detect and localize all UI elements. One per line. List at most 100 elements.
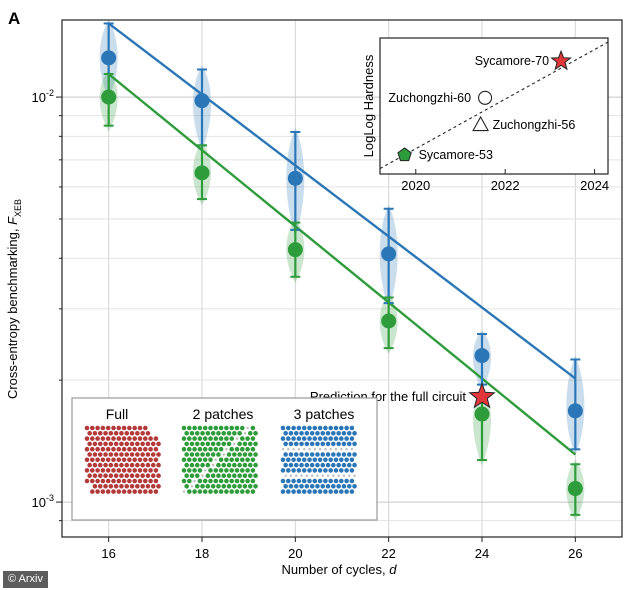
- lattice-qubit: [237, 473, 242, 479]
- lattice-qubit: [202, 425, 208, 431]
- inset-marker-zuchongzhi-56: [472, 115, 490, 132]
- lattice-qubit: [325, 484, 331, 489]
- lattice-qubit: [148, 489, 153, 494]
- lattice-qubit: [221, 441, 227, 447]
- lattice-qubit: [153, 436, 159, 441]
- lattice-qubit: [140, 441, 145, 447]
- lattice-qubit: [299, 484, 304, 489]
- data-point-2-patches: [194, 165, 210, 181]
- lattice-qubit: [325, 462, 331, 468]
- lattice-qubit: [140, 462, 145, 468]
- lattice-qubit: [208, 446, 213, 452]
- lattice-3-patches: [280, 425, 357, 494]
- lattice-qubit: [200, 484, 205, 489]
- lattice-qubit: [283, 484, 288, 489]
- lattice-qubit: [119, 431, 124, 436]
- lattice-qubit: [210, 452, 216, 457]
- lattice-gap: [284, 474, 287, 477]
- lattice-qubit: [129, 484, 135, 489]
- lattice-qubit: [105, 425, 111, 431]
- lattice-qubit: [339, 478, 344, 484]
- lattice-qubit: [229, 478, 234, 484]
- lattice-qubit: [288, 441, 294, 447]
- lattice-gap: [318, 448, 322, 451]
- lattice-gap: [353, 474, 356, 477]
- inset-x-tick-label: 2024: [580, 178, 609, 193]
- lattice-qubit: [283, 431, 288, 436]
- lattice-qubit: [245, 468, 250, 473]
- lattice-qubit: [218, 436, 224, 441]
- lattice-qubit: [221, 462, 227, 468]
- lattice-qubit: [286, 425, 291, 431]
- lattice-qubit: [304, 452, 310, 457]
- inset-x-tick-label: 2022: [491, 178, 520, 193]
- lattice-qubit: [312, 436, 318, 441]
- lattice-qubit: [344, 468, 349, 473]
- lattice-qubit: [205, 462, 211, 468]
- lattice-qubit: [113, 462, 119, 468]
- lattice-qubit: [135, 473, 140, 479]
- lattice-qubit: [216, 462, 221, 468]
- lattice-qubit: [92, 452, 98, 457]
- lattice-qubit: [331, 431, 336, 436]
- lattice-qubit: [184, 462, 189, 468]
- lattice-qubit: [245, 446, 250, 452]
- x-tick-label: 24: [475, 546, 489, 561]
- lattice-qubit: [352, 441, 357, 447]
- lattice-qubit: [184, 473, 189, 479]
- lattice-qubit: [205, 441, 211, 447]
- lattice-qubit: [213, 468, 219, 473]
- lattice-qubit: [291, 436, 296, 441]
- lattice-qubit: [213, 489, 219, 494]
- lattice-qubit: [288, 484, 294, 489]
- lattice-qubit: [127, 436, 132, 441]
- lattice-gap: [289, 474, 293, 477]
- lattice-qubit: [148, 446, 153, 452]
- data-point-2-patches: [474, 406, 490, 422]
- y-axis-label-sub: XEB: [13, 199, 23, 217]
- lattice-qubit: [240, 425, 245, 431]
- lattice-qubit: [181, 425, 187, 431]
- lattice-qubit: [320, 441, 326, 447]
- lattice-qubit: [187, 468, 192, 473]
- lattice-qubit: [153, 478, 159, 484]
- lattice-qubit: [234, 489, 240, 494]
- lattice-qubit: [143, 478, 148, 484]
- lattice-qubit: [111, 446, 116, 452]
- lattice-qubit: [143, 457, 148, 463]
- lattice-qubit: [352, 462, 357, 468]
- inset-hardness-plot: Sycamore-53 Zuchongzhi-60 Zuchongzhi-56 Syc…: [361, 37, 609, 193]
- lattice-qubit: [105, 478, 111, 484]
- lattice-gap: [233, 442, 236, 446]
- lattice-qubit: [333, 468, 339, 473]
- lattice-qubit: [119, 462, 124, 468]
- lattice-gap: [308, 448, 311, 451]
- lattice-qubit: [208, 425, 213, 431]
- inset-marker-zuchongzhi-60: [478, 90, 493, 105]
- lattice-qubit: [280, 436, 286, 441]
- lattice-gap: [342, 474, 346, 477]
- lattice-qubit: [226, 452, 232, 457]
- lattice-qubit: [184, 452, 189, 457]
- lattice-gap: [182, 490, 186, 493]
- lattice-qubit: [137, 478, 143, 484]
- inset-point-label: Zuchongzhi-60: [388, 91, 471, 105]
- lattice-qubit: [250, 489, 256, 494]
- lattice-qubit: [253, 484, 258, 489]
- lattice-qubit: [135, 452, 140, 457]
- lattice-qubit: [181, 478, 187, 484]
- lattice-qubit: [103, 473, 108, 479]
- inset-point-label: Sycamore-70: [475, 54, 549, 68]
- lattice-qubit: [90, 489, 95, 494]
- lattice-qubit: [242, 452, 248, 457]
- lattice-gap: [303, 448, 306, 451]
- lattice-qubit: [245, 436, 250, 441]
- lattice-qubit: [97, 462, 103, 468]
- lattice-qubit: [301, 489, 307, 494]
- lattice-gap: [204, 469, 207, 472]
- lattice-qubit: [344, 436, 349, 441]
- lattice-qubit: [108, 473, 114, 479]
- lattice-qubit: [216, 431, 221, 436]
- lattice-qubit: [181, 436, 187, 441]
